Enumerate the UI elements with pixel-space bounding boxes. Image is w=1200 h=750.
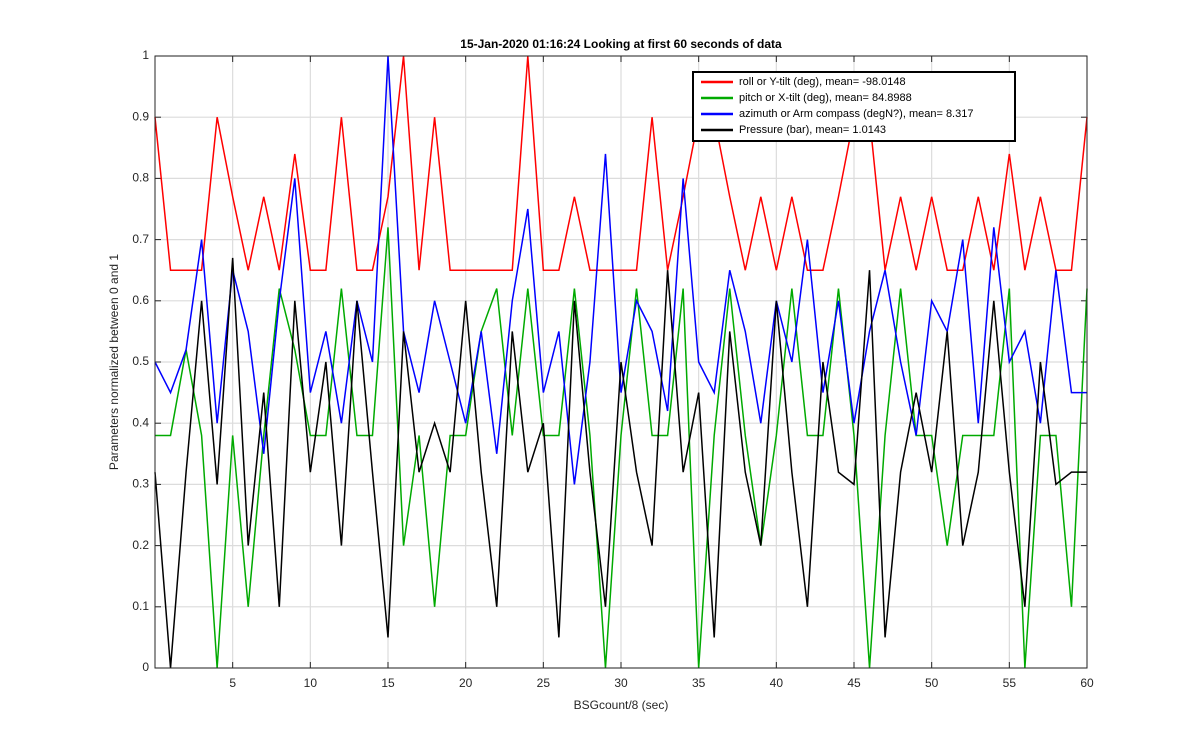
x-tick-label: 35 <box>692 676 706 690</box>
chart-title: 15-Jan-2020 01:16:24 Looking at first 60… <box>460 37 782 51</box>
data-line <box>154 55 1088 271</box>
y-axis-label: Parameters normalized between 0 and 1 <box>107 254 121 470</box>
y-tick-label: 0.5 <box>132 354 149 368</box>
x-tick-label: 50 <box>925 676 939 690</box>
x-tick-label: 45 <box>847 676 861 690</box>
x-tick-label: 30 <box>614 676 628 690</box>
y-tick-label: 0 <box>142 660 149 674</box>
y-tick-label: 1 <box>142 48 149 62</box>
axes-box <box>154 55 1088 669</box>
x-axis-label: BSGcount/8 (sec) <box>574 698 669 712</box>
legend-label: pitch or X-tilt (deg), mean= 84.8988 <box>739 92 912 104</box>
x-tick-label: 25 <box>537 676 551 690</box>
x-tick-label: 40 <box>770 676 784 690</box>
x-tick-label: 20 <box>459 676 473 690</box>
legend-label: Pressure (bar), mean= 1.0143 <box>739 124 886 136</box>
legend-label: roll or Y-tilt (deg), mean= -98.0148 <box>739 76 906 88</box>
data-line <box>155 227 1088 669</box>
legend-label: azimuth or Arm compass (degN?), mean= 8.… <box>739 108 973 120</box>
y-tick-label: 0.4 <box>132 415 149 429</box>
x-tick-label: 5 <box>229 676 236 690</box>
y-tick-label: 0.9 <box>132 109 149 123</box>
data-line <box>154 257 1087 669</box>
x-tick-label: 10 <box>304 676 318 690</box>
y-tick-label: 0.3 <box>132 477 149 491</box>
y-tick-label: 0.1 <box>132 599 149 613</box>
data-line <box>154 55 1087 485</box>
x-tick-label: 15 <box>381 676 395 690</box>
legend-box <box>692 71 1016 142</box>
x-tick-label: 55 <box>1003 676 1017 690</box>
y-tick-label: 0.2 <box>132 538 149 552</box>
x-tick-label: 60 <box>1080 676 1094 690</box>
y-tick-label: 0.7 <box>132 232 149 246</box>
y-tick-label: 0.6 <box>132 293 149 307</box>
y-tick-label: 0.8 <box>132 171 149 185</box>
